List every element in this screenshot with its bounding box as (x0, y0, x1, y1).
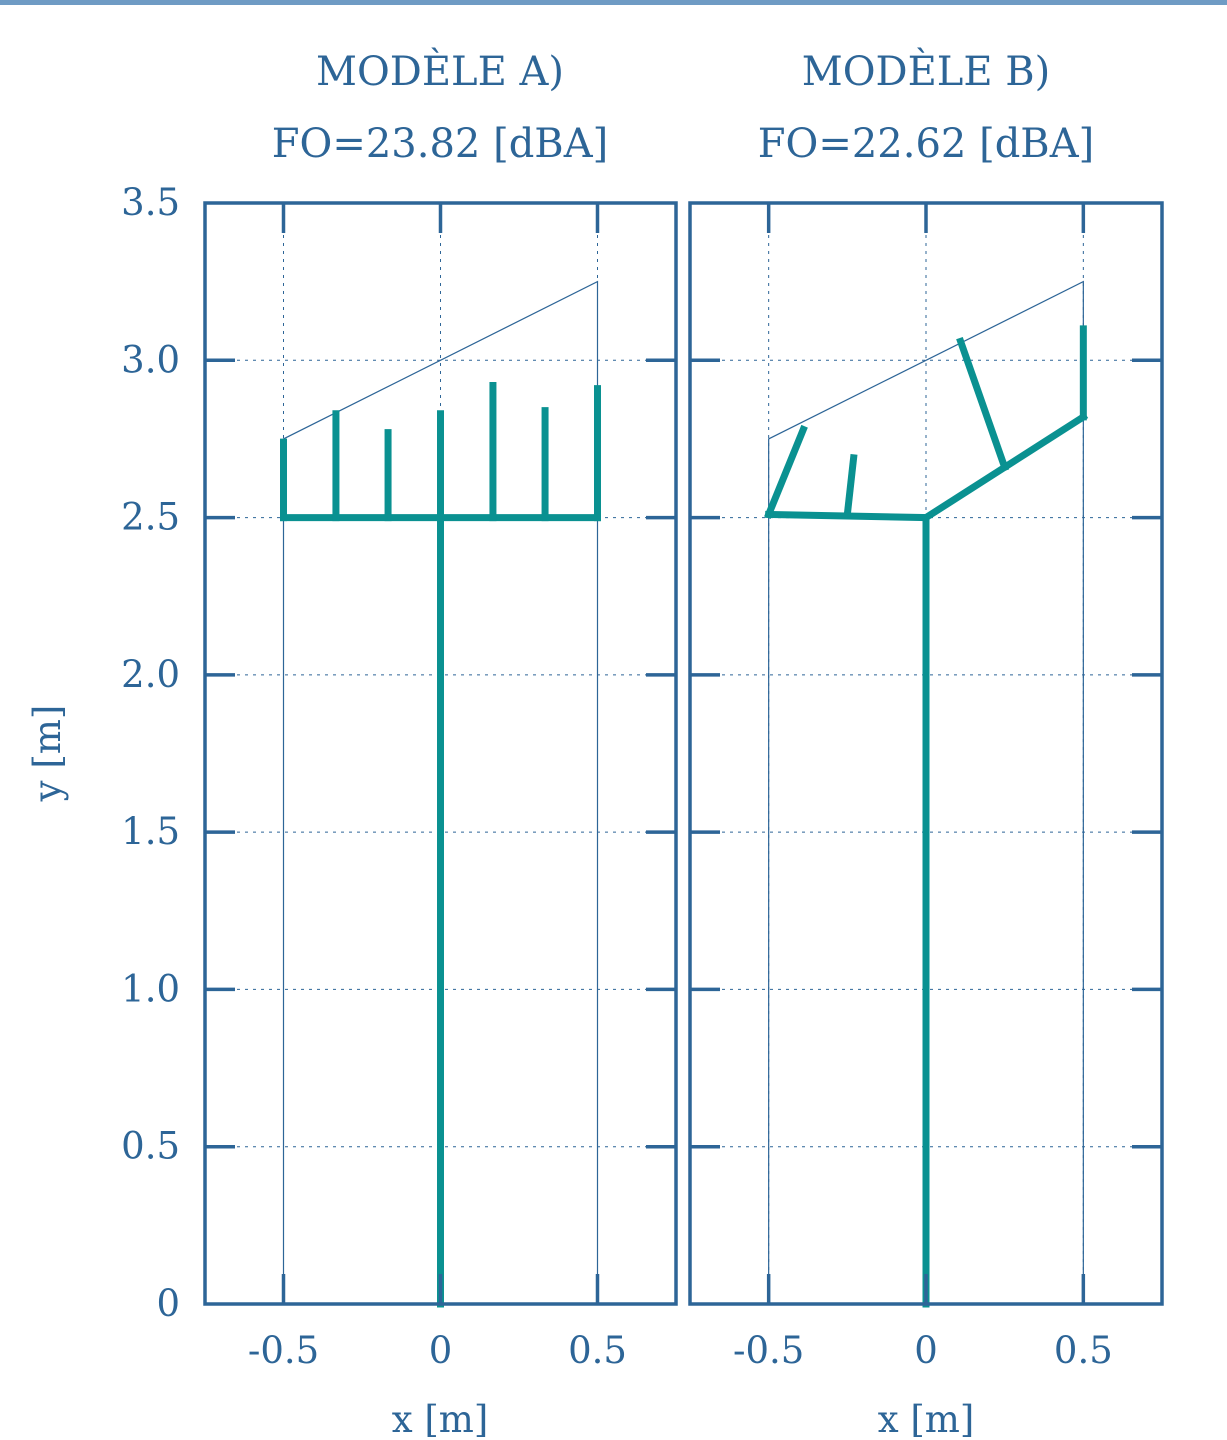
panel-a-xtick-label-0: -0.5 (248, 1329, 319, 1372)
panel-b-xtick-label-2: 0.5 (1054, 1329, 1113, 1372)
panel-b-branch-3 (764, 424, 808, 519)
panel-a-ytick-label-1: 0.5 (121, 1125, 180, 1168)
panel-a-x-axis-label: x [m] (392, 1398, 489, 1440)
panel-a-ytick-label-6: 3.0 (121, 338, 180, 381)
panel-a-ytick-label-3: 1.5 (121, 810, 180, 853)
panel-b-title: MODÈLE B) (802, 48, 1051, 95)
panel-a-subtitle: FO=23.82 [dBA] (272, 121, 608, 167)
y-axis-label: y [m] (26, 705, 69, 803)
panel-a-title: MODÈLE A) (316, 48, 564, 95)
panel-b-subtitle: FO=22.62 [dBA] (758, 121, 1094, 167)
panel-a-xtick-label-2: 0.5 (568, 1329, 627, 1372)
panel-a-xtick-label-1: 0 (429, 1329, 453, 1372)
panel-a-outline (282, 280, 599, 1304)
panel-b-xtick-label-1: 0 (914, 1329, 938, 1372)
panel-b-x-axis-label: x [m] (878, 1398, 975, 1440)
panel-a-ytick-label-4: 2.0 (121, 653, 180, 696)
panel-a-ytick-label-2: 1.0 (121, 967, 180, 1010)
panel-a-ytick-label-0: 0 (156, 1282, 180, 1325)
top-rule (0, 0, 1227, 5)
panel-a-plot: -0.5 0 0.5 0 0.5 1.0 1.5 2.0 2.5 3.0 3.5 (121, 181, 678, 1372)
panel-b-branch-5 (956, 336, 1010, 472)
panel-a-ytick-label-5: 2.5 (121, 496, 180, 539)
panel-b-branch-4 (843, 453, 858, 519)
panel-b-outline (768, 280, 1084, 1304)
panel-b-xtick-label-0: -0.5 (733, 1329, 804, 1372)
panel-a-ytick-label-7: 3.5 (121, 181, 180, 224)
panel-b-plot: -0.5 0 0.5 (688, 201, 1164, 1372)
